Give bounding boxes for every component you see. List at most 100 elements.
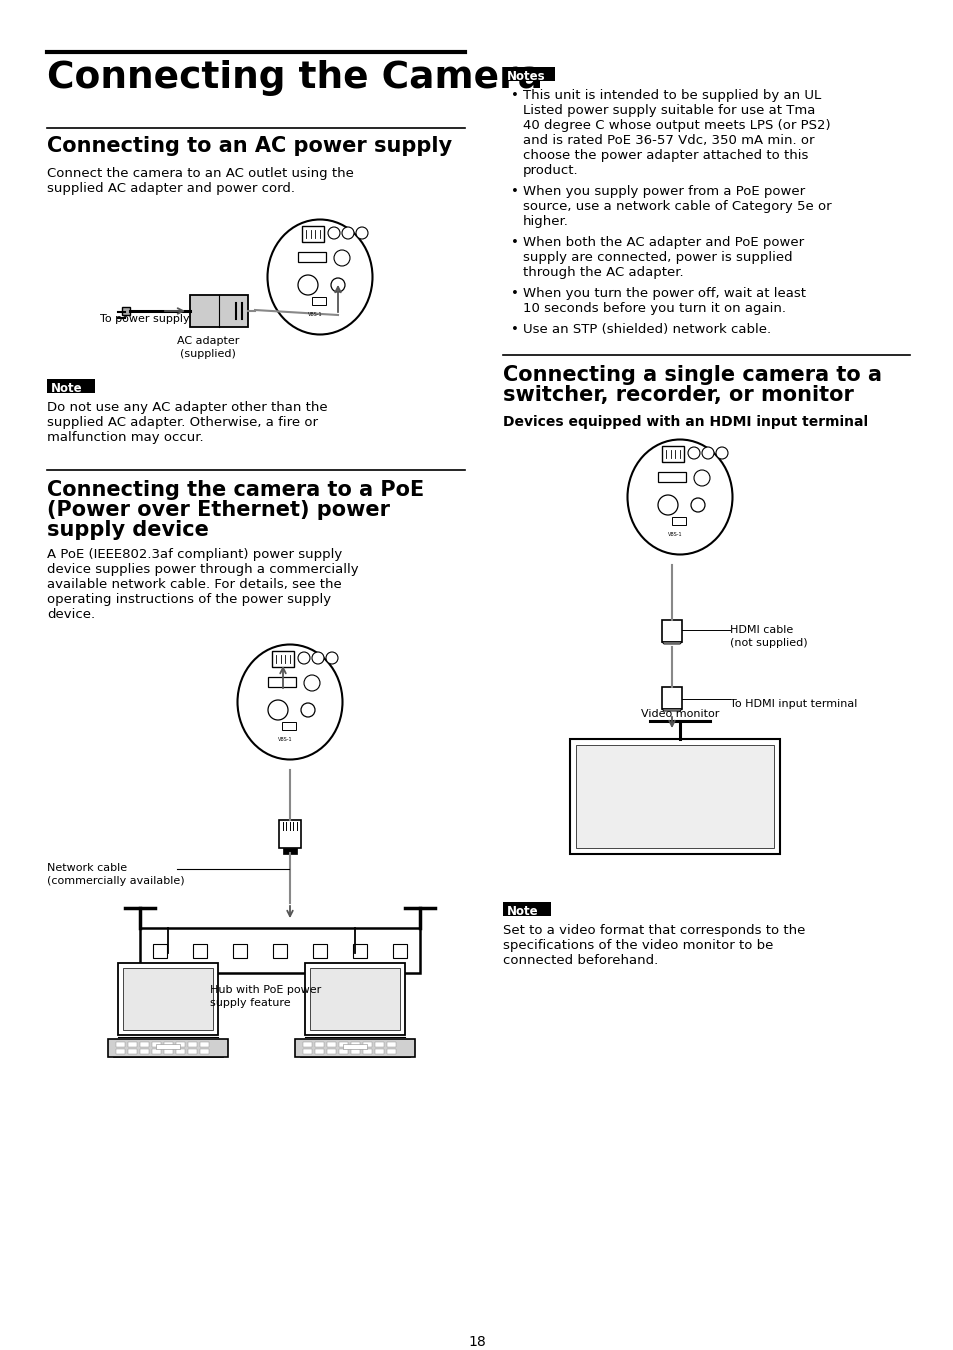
Bar: [152, 1042, 161, 1048]
Circle shape: [312, 652, 324, 664]
Text: specifications of the video monitor to be: specifications of the video monitor to b…: [502, 940, 773, 952]
Bar: [502, 68, 555, 81]
Text: 10 seconds before you turn it on again.: 10 seconds before you turn it on again.: [522, 302, 785, 315]
Bar: [297, 252, 326, 262]
Ellipse shape: [237, 644, 342, 760]
Bar: [156, 1044, 180, 1049]
Bar: [188, 1049, 196, 1054]
Bar: [118, 963, 218, 1035]
Bar: [327, 1042, 335, 1048]
Bar: [140, 1049, 149, 1054]
Text: (supplied): (supplied): [180, 350, 235, 359]
Bar: [327, 1049, 335, 1054]
Text: Devices equipped with an HDMI input terminal: Devices equipped with an HDMI input term…: [502, 414, 867, 429]
Bar: [671, 517, 685, 525]
Bar: [273, 944, 287, 958]
Text: •: •: [511, 185, 518, 198]
Bar: [268, 676, 295, 687]
Circle shape: [693, 470, 709, 486]
Text: supply are connected, power is supplied: supply are connected, power is supplied: [522, 251, 792, 265]
Bar: [303, 1042, 312, 1048]
Text: 18: 18: [468, 1335, 485, 1349]
Bar: [294, 1040, 415, 1057]
Text: AC adapter: AC adapter: [176, 336, 239, 346]
Bar: [116, 1042, 125, 1048]
Text: product.: product.: [522, 163, 578, 177]
Bar: [375, 1049, 384, 1054]
Text: and is rated PoE 36-57 Vdc, 350 mA min. or: and is rated PoE 36-57 Vdc, 350 mA min. …: [522, 134, 814, 147]
Bar: [282, 722, 295, 730]
Circle shape: [341, 227, 354, 239]
Bar: [47, 379, 95, 393]
Bar: [314, 1049, 324, 1054]
Bar: [193, 944, 207, 958]
Text: •: •: [511, 236, 518, 248]
Text: VBS-1: VBS-1: [277, 737, 292, 742]
Circle shape: [334, 250, 350, 266]
Text: •: •: [511, 323, 518, 336]
Bar: [152, 944, 167, 958]
Circle shape: [268, 701, 288, 720]
Circle shape: [701, 447, 713, 459]
Text: Set to a video format that corresponds to the: Set to a video format that corresponds t…: [502, 923, 804, 937]
Bar: [200, 1042, 209, 1048]
Bar: [661, 620, 681, 643]
Bar: [343, 1044, 367, 1049]
Bar: [128, 1042, 137, 1048]
Bar: [128, 1049, 137, 1054]
Bar: [312, 297, 326, 305]
Text: connected beforehand.: connected beforehand.: [502, 954, 658, 967]
Circle shape: [331, 278, 345, 292]
Bar: [190, 296, 248, 327]
Bar: [278, 819, 301, 848]
Bar: [123, 968, 213, 1030]
Text: •: •: [511, 89, 518, 103]
Circle shape: [304, 675, 319, 691]
Text: device.: device.: [47, 608, 95, 621]
Text: Connecting the camera to a PoE: Connecting the camera to a PoE: [47, 481, 424, 500]
Bar: [152, 1049, 161, 1054]
Bar: [175, 1049, 185, 1054]
Text: (Power over Ethernet) power: (Power over Ethernet) power: [47, 500, 390, 520]
Bar: [338, 1049, 348, 1054]
Text: operating instructions of the power supply: operating instructions of the power supp…: [47, 593, 331, 606]
Ellipse shape: [267, 220, 372, 335]
Bar: [140, 1042, 149, 1048]
Text: (not supplied): (not supplied): [729, 639, 807, 648]
Text: To HDMI input terminal: To HDMI input terminal: [729, 699, 857, 709]
Text: A PoE (IEEE802.3af compliant) power supply: A PoE (IEEE802.3af compliant) power supp…: [47, 548, 342, 562]
Bar: [351, 1049, 359, 1054]
Text: higher.: higher.: [522, 215, 568, 228]
Text: VBS-1: VBS-1: [308, 312, 322, 317]
Text: When you supply power from a PoE power: When you supply power from a PoE power: [522, 185, 804, 198]
Circle shape: [658, 495, 678, 514]
Bar: [387, 1049, 395, 1054]
Text: HDMI cable: HDMI cable: [729, 625, 792, 634]
Bar: [658, 472, 685, 482]
Bar: [393, 944, 407, 958]
Text: Hub with PoE power: Hub with PoE power: [210, 986, 321, 995]
Text: supply feature: supply feature: [210, 998, 291, 1008]
Text: Connecting the Camera: Connecting the Camera: [47, 59, 542, 96]
Text: source, use a network cable of Category 5e or: source, use a network cable of Category …: [522, 200, 831, 213]
Polygon shape: [661, 643, 681, 644]
Text: Connecting a single camera to a: Connecting a single camera to a: [502, 364, 882, 385]
Bar: [314, 1042, 324, 1048]
Text: choose the power adapter attached to this: choose the power adapter attached to thi…: [522, 148, 807, 162]
Bar: [353, 944, 367, 958]
Bar: [303, 1049, 312, 1054]
Bar: [363, 1049, 372, 1054]
Circle shape: [297, 275, 317, 296]
Text: 40 degree C whose output meets LPS (or PS2): 40 degree C whose output meets LPS (or P…: [522, 119, 830, 132]
Text: •: •: [511, 288, 518, 300]
Circle shape: [687, 447, 700, 459]
Bar: [313, 944, 327, 958]
Text: Note: Note: [506, 904, 538, 918]
Circle shape: [301, 703, 314, 717]
Bar: [310, 968, 399, 1030]
Bar: [140, 927, 419, 973]
Text: Connect the camera to an AC outlet using the: Connect the camera to an AC outlet using…: [47, 167, 354, 180]
Circle shape: [297, 652, 310, 664]
Bar: [661, 446, 683, 462]
Polygon shape: [661, 709, 681, 711]
